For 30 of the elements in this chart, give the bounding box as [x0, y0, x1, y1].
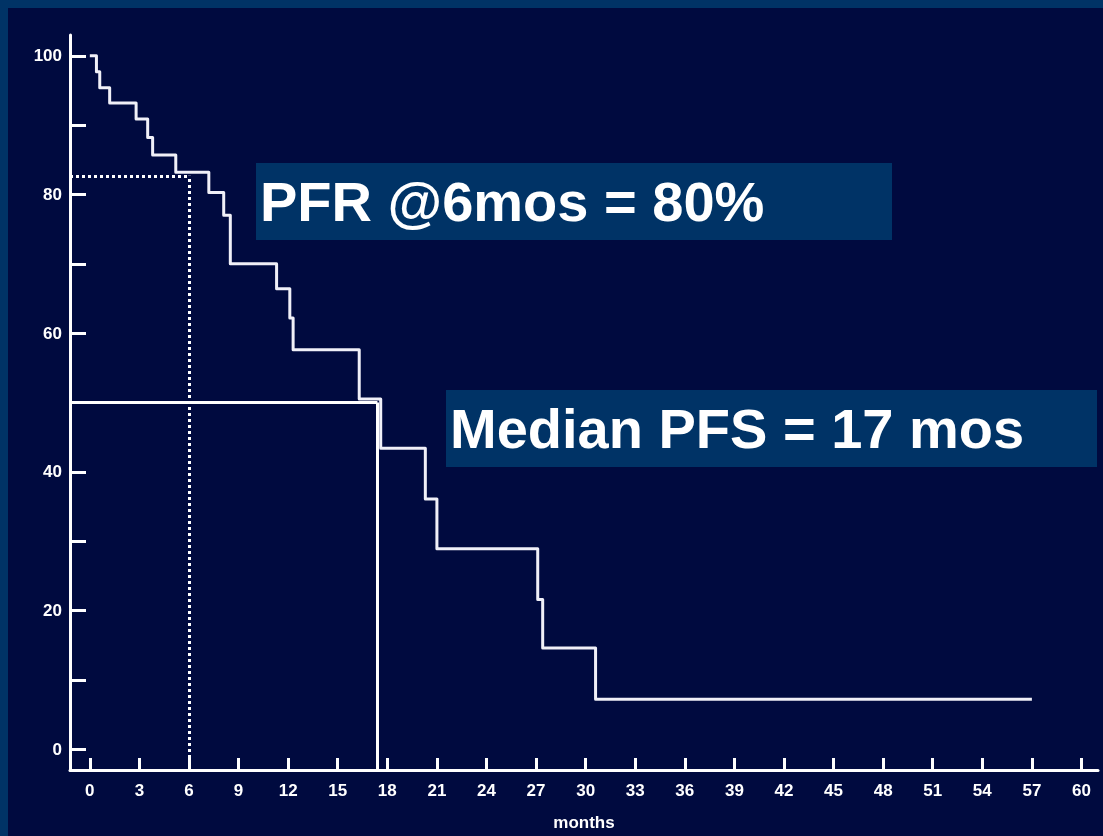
annotation: Median PFS = 17 mos	[446, 390, 1097, 467]
x-tick-label: 18	[377, 781, 397, 800]
x-tick-label: 39	[724, 781, 744, 800]
x-tick-label: 9	[233, 781, 244, 800]
x-tick-label: 48	[873, 781, 893, 800]
x-tick-label: 57	[1022, 781, 1042, 800]
x-axis-title: months	[553, 813, 615, 832]
x-tick-label: 27	[526, 781, 546, 800]
x-tick-label: 33	[625, 781, 645, 800]
x-tick-label: 51	[923, 781, 943, 800]
y-tick-label: 0	[52, 739, 62, 759]
x-tick-label: 42	[774, 781, 794, 800]
y-tick-label: 60	[43, 323, 62, 343]
x-tick-label: 24	[477, 781, 497, 800]
x-tick-label: 36	[675, 781, 695, 800]
y-tick-label: 80	[43, 184, 62, 204]
y-tick-label: 100	[33, 46, 62, 66]
x-tick-label: 45	[824, 781, 844, 800]
x-tick-label: 54	[972, 781, 993, 800]
x-tick-label: 12	[278, 781, 298, 800]
x-tick-label: 0	[85, 781, 95, 800]
y-tick-label: 20	[43, 601, 62, 621]
annotation: PFR @6mos = 80%	[256, 163, 892, 240]
x-tick-label: 60	[1072, 781, 1091, 800]
x-tick-label: 3	[134, 781, 145, 800]
x-tick-label: 15	[328, 781, 348, 800]
x-tick-label: 21	[427, 781, 447, 800]
y-tick-label: 40	[43, 462, 62, 482]
x-tick-label: 30	[576, 781, 596, 800]
x-tick-label: 6	[184, 781, 194, 800]
